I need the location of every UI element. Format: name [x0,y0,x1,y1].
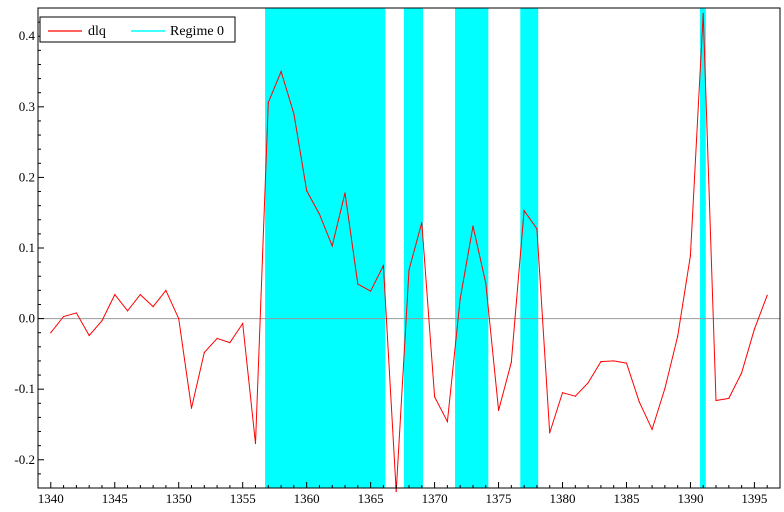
x-tick-label: 1395 [741,491,767,506]
x-tick-label: 1360 [294,491,320,506]
data-point [638,401,640,403]
data-point [561,392,564,394]
data-point [446,421,448,423]
data-point [549,432,551,434]
x-tick-label: 1355 [230,491,256,506]
y-tick-label: 0.0 [19,311,35,326]
data-point [523,209,525,212]
data-point [126,310,129,312]
data-point [75,312,77,314]
regime-band-1 [403,8,424,488]
data-point [664,387,666,390]
data-point [165,289,167,291]
x-tick-label: 1385 [613,491,639,506]
data-point [715,399,717,402]
data-point [382,265,385,267]
data-point [433,396,436,398]
series-layer [50,13,768,493]
legend: dlq Regime 0 [39,16,236,43]
data-point [651,428,653,431]
data-point [216,337,218,339]
y-axis: -0.2 -0.1 0.0 0.1 0.2 0.3 0.4 [14,7,44,489]
data-point [753,328,756,330]
data-point [395,490,397,493]
y-tick-label: -0.2 [14,452,35,467]
data-point [62,315,65,318]
data-point [408,269,410,271]
data-point [625,362,628,364]
x-tick-label: 1380 [550,491,576,506]
data-point [459,298,461,300]
y-tick-label: 0.1 [19,240,35,255]
data-point [267,101,269,104]
data-point [139,293,141,296]
x-tick-label: 1340 [38,491,64,506]
data-point [613,360,615,362]
data-point [306,190,308,192]
data-point [766,294,768,296]
data-point [510,361,512,363]
data-point [88,334,90,337]
data-point [242,322,244,325]
data-point [203,351,205,354]
data-point [318,213,321,215]
data-point [728,397,730,399]
data-point [689,255,692,257]
data-point [254,442,257,445]
data-point [331,245,333,247]
x-tick-label: 1370 [422,491,448,506]
data-point [587,382,589,384]
data-point [574,395,576,397]
data-point [50,332,52,334]
data-point [421,221,423,224]
x-tick-label: 1350 [166,491,192,506]
data-point [229,341,231,344]
data-point [293,113,295,115]
y-tick-label: 0.4 [19,28,36,43]
data-point [190,407,193,409]
regime-band-4 [700,8,706,488]
data-point [485,282,487,284]
y-tick-label: -0.1 [14,381,35,396]
regime-band-3 [520,8,539,488]
data-point [497,409,500,411]
legend-label-regime: Regime 0 [170,24,224,39]
x-axis: 1340 1345 1350 1355 1360 1365 1370 1375 1380 1385… [37,482,781,506]
regime-band-2 [455,8,489,488]
data-point [370,290,372,292]
x-tick-label: 1375 [486,491,512,506]
x-tick-label: 1365 [358,491,384,506]
data-point [600,361,602,363]
y-tick-label: 0.2 [19,169,35,184]
data-point [152,305,154,308]
data-point [472,225,474,227]
x-tick-label: 1390 [677,491,703,506]
data-point [178,317,180,320]
data-point [677,335,679,337]
x-tick-label: 1345 [102,491,128,506]
data-point [101,320,103,322]
data-point [280,70,282,73]
regime-bands [265,8,706,488]
data-point [114,293,116,296]
regime-band-0 [265,8,386,488]
data-point [536,228,538,230]
data-point [344,192,346,194]
data-point [741,372,743,374]
data-point [357,283,359,285]
data-point [702,13,704,15]
legend-label-dlq: dlq [88,24,106,39]
y-tick-label: 0.3 [19,99,35,114]
legend-box [39,16,236,43]
